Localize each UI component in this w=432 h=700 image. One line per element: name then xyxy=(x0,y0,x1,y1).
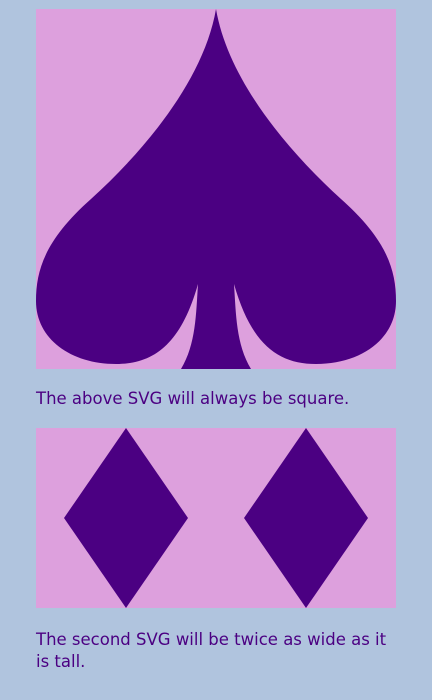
spade-icon xyxy=(36,9,396,369)
diamonds-svg xyxy=(36,428,396,608)
spade-svg xyxy=(36,9,396,369)
diamond-icon xyxy=(244,428,368,608)
diamond-icon xyxy=(64,428,188,608)
caption-wide: The second SVG will be twice as wide as … xyxy=(36,630,387,671)
caption-square: The above SVG will always be square. xyxy=(36,389,350,408)
